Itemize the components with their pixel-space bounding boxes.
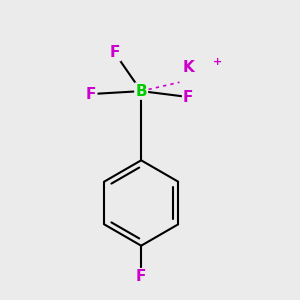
Text: F: F	[136, 269, 146, 284]
Text: F: F	[183, 89, 194, 104]
Text: B: B	[135, 84, 147, 99]
Text: F: F	[110, 45, 120, 60]
Text: F: F	[86, 87, 96, 102]
Text: +: +	[213, 57, 222, 67]
Text: K: K	[182, 60, 194, 75]
